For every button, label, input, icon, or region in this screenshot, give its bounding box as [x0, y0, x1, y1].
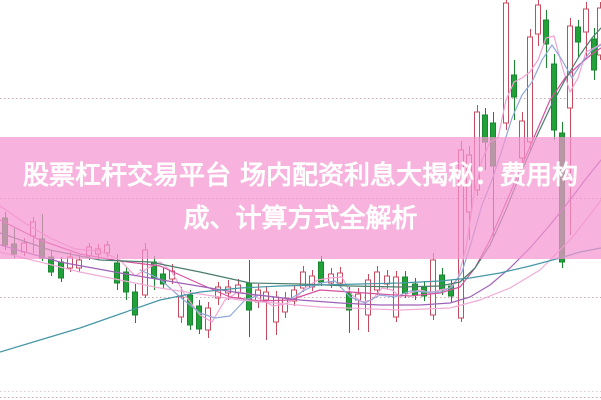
candle-up [583, 8, 589, 33]
headline-line-1: 股票杠杆交易平台 场内配资利息大揭秘：费用构 [22, 161, 579, 191]
candle-down [151, 261, 157, 279]
ma-slate-green [0, 27, 601, 288]
candle-up [225, 286, 231, 294]
candle-up [430, 259, 436, 316]
candle-down [318, 261, 324, 283]
candle-down [58, 261, 64, 279]
ma-teal-long [0, 247, 601, 353]
candle-down [412, 283, 418, 296]
candle-up [178, 296, 184, 318]
candle-up [384, 275, 390, 285]
candle-down [511, 74, 517, 98]
candle-down [543, 19, 549, 45]
candle-up [76, 259, 82, 269]
candle-up [300, 271, 306, 289]
candle-up [527, 36, 533, 143]
headline-text: 股票杠杆交易平台 场内配资利息大揭秘：费用构 成、计算方式全解析 [0, 155, 601, 241]
candle-down [575, 26, 581, 43]
candle-up [567, 25, 573, 109]
candle-down [346, 292, 352, 311]
ma-periwinkle [139, 44, 601, 319]
candle-up [374, 271, 380, 291]
candle-down [402, 276, 408, 294]
candle-down [132, 291, 138, 316]
headline-banner: 股票杠杆交易平台 场内配资利息大揭秘：费用构 成、计算方式全解析 [0, 137, 601, 259]
candle-down [196, 305, 202, 330]
ma-magenta [0, 47, 601, 302]
candle-up [337, 272, 343, 284]
candle-down [439, 274, 445, 291]
candle-up [365, 279, 371, 316]
candle-up [535, 4, 541, 35]
headline-line-2: 成、计算方式全解析 [183, 204, 418, 234]
candle-up [503, 2, 509, 124]
candle-down [187, 294, 193, 326]
